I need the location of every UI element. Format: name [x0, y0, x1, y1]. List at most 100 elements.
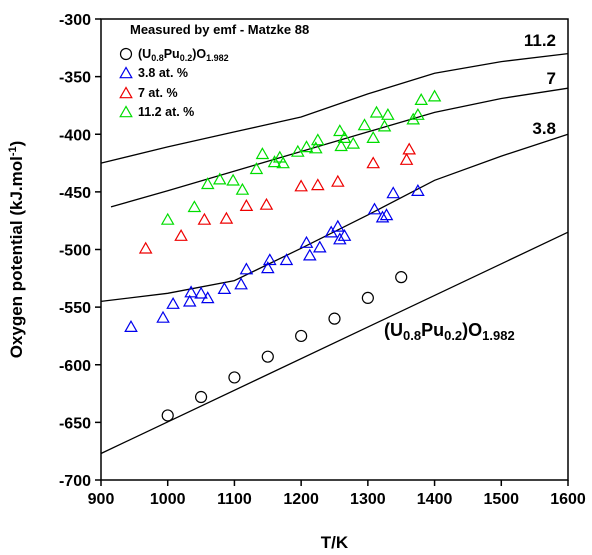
- curve-label-11-2: 11.2: [524, 31, 556, 50]
- y-tick-label: -700: [59, 473, 91, 490]
- legend: Measured by emf - Matzke 88 (U0.8Pu0.2)O…: [119, 22, 309, 119]
- data-point-triangle: [156, 310, 170, 323]
- data-point-triangle: [386, 186, 401, 199]
- data-point-triangle: [239, 262, 254, 275]
- legend-marker-triangle: [119, 66, 133, 79]
- x-tick-label: 1100: [217, 491, 252, 508]
- x-tick-label: 1200: [283, 491, 319, 508]
- data-point-triangle: [212, 172, 227, 185]
- data-point-triangle: [184, 285, 198, 298]
- legend-label: 3.8 at. %: [138, 66, 188, 80]
- data-point-triangle: [187, 200, 202, 213]
- data-point-triangle: [259, 197, 274, 210]
- x-tick-label: 1500: [483, 491, 519, 508]
- data-point-triangle: [337, 130, 352, 143]
- data-point-triangle: [234, 277, 248, 290]
- legend-marker-triangle: [119, 86, 133, 99]
- data-point-triangle: [411, 183, 425, 196]
- data-point-triangle: [255, 147, 270, 160]
- y-tick-label: -300: [59, 12, 91, 29]
- x-tick-label: 1000: [150, 491, 186, 508]
- data-point-triangle: [331, 219, 345, 232]
- x-tick-label: 900: [88, 491, 115, 508]
- y-axis-label-exp: -1: [7, 146, 19, 156]
- x-tick-label: 1600: [550, 491, 586, 508]
- data-point-triangle: [194, 286, 208, 299]
- data-point-triangle: [367, 202, 382, 215]
- data-point-circle: [261, 350, 274, 363]
- data-point-triangle: [235, 182, 250, 195]
- x-axis-label: T/K: [321, 533, 349, 552]
- data-point-triangle: [333, 124, 347, 137]
- data-point-triangle: [200, 177, 215, 190]
- data-point-triangle: [279, 253, 294, 266]
- data-point-circle: [361, 291, 374, 305]
- curve-label-stoichiometric: (U0.8Pu0.2)O1.982: [384, 320, 515, 343]
- data-point-triangle: [324, 225, 338, 238]
- data-point-triangle: [299, 140, 314, 153]
- curve-line-2: [100, 133, 569, 303]
- data-point-triangle: [308, 141, 323, 154]
- data-point-triangle: [260, 261, 275, 274]
- data-point-triangle: [366, 156, 381, 169]
- data-point-triangle: [302, 248, 317, 261]
- x-tick-label: 1400: [417, 491, 453, 508]
- axis-ticks: 900 1000 1100 1200 1300 1400 1500 1600 -300 -350 -…: [59, 12, 586, 508]
- y-tick-label: -350: [59, 70, 91, 87]
- data-point-triangle: [166, 296, 180, 309]
- data-point-circle: [161, 409, 174, 422]
- data-point-triangle: [249, 162, 264, 175]
- data-point-triangle: [262, 253, 277, 266]
- data-point-triangle: [331, 174, 345, 187]
- data-point-triangle: [375, 210, 390, 223]
- data-point-triangle: [182, 294, 197, 307]
- y-tick-label: -500: [59, 243, 91, 260]
- data-point-triangle: [334, 139, 348, 152]
- data-point-triangle: [200, 291, 215, 304]
- y-axis-label-main: Oxygen potential (kJ.mol: [7, 156, 26, 358]
- legend-marker-circle: [119, 47, 133, 61]
- data-point-triangle: [399, 152, 414, 165]
- data-point-triangle: [174, 228, 188, 241]
- data-point-triangle: [160, 212, 175, 225]
- data-point-triangle: [357, 118, 372, 131]
- data-point-circle: [194, 390, 208, 404]
- data-point-triangle: [272, 150, 287, 163]
- legend-label: 7 at. %: [138, 86, 178, 100]
- data-point-triangle: [427, 89, 442, 102]
- curve-label-7: 7: [547, 69, 556, 88]
- data-point-triangle: [124, 319, 138, 332]
- data-point-triangle: [379, 208, 394, 221]
- data-point-triangle: [239, 198, 254, 211]
- data-point-triangle: [402, 142, 417, 155]
- curve-line-3: [100, 231, 569, 455]
- legend-marker-triangle: [119, 105, 133, 118]
- curve-line-0: [100, 52, 569, 164]
- data-point-triangle: [377, 119, 392, 132]
- data-point-triangle: [138, 241, 153, 254]
- data-markers: [124, 89, 442, 422]
- curve-line-1: [110, 87, 569, 208]
- data-point-triangle: [294, 179, 308, 192]
- data-point-circle: [228, 371, 241, 384]
- data-point-triangle: [333, 232, 347, 245]
- data-point-triangle: [414, 92, 429, 106]
- x-tick-label: 1300: [350, 491, 386, 508]
- y-tick-label: -650: [59, 415, 91, 432]
- curve-label-3-8: 3.8: [532, 119, 556, 138]
- data-point-circle: [295, 329, 308, 343]
- data-point-triangle: [226, 173, 240, 186]
- data-point-triangle: [219, 211, 234, 224]
- data-point-triangle: [299, 235, 314, 248]
- y-tick-label: -450: [59, 185, 91, 202]
- y-tick-label: -550: [59, 300, 91, 317]
- data-point-triangle: [366, 130, 381, 143]
- legend-label: (U0.8Pu0.2)O1.982: [138, 47, 229, 63]
- data-point-triangle: [346, 136, 361, 149]
- data-point-triangle: [217, 281, 232, 294]
- curve-annotations: 11.2 7 3.8 (U0.8Pu0.2)O1.982: [384, 31, 556, 343]
- data-point-triangle: [310, 133, 325, 146]
- data-point-triangle: [310, 178, 325, 191]
- y-tick-label: -400: [59, 127, 91, 144]
